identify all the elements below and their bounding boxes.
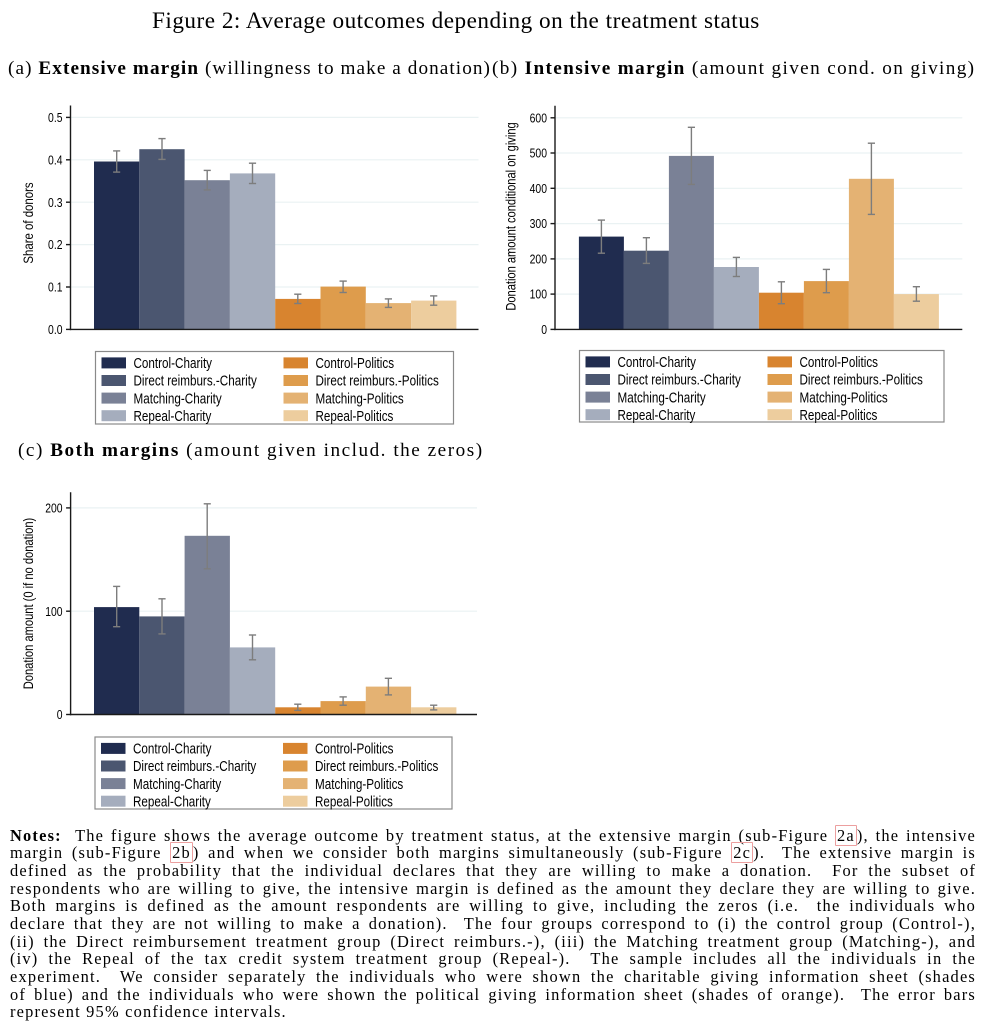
- svg-text:0: 0: [541, 323, 547, 337]
- svg-text:0.5: 0.5: [48, 111, 63, 125]
- svg-text:300: 300: [530, 217, 548, 231]
- svg-text:0.3: 0.3: [48, 196, 63, 210]
- svg-text:Repeal-Charity: Repeal-Charity: [133, 793, 211, 810]
- svg-text:Direct reimburs.-Politics: Direct reimburs.-Politics: [800, 371, 924, 388]
- svg-text:Matching-Politics: Matching-Politics: [800, 389, 889, 406]
- svg-text:0.0: 0.0: [48, 323, 63, 337]
- svg-text:100: 100: [45, 605, 63, 619]
- svg-text:Direct reimburs.-Charity: Direct reimburs.-Charity: [133, 758, 257, 775]
- svg-text:Repeal-Politics: Repeal-Politics: [316, 408, 394, 425]
- svg-text:Direct reimburs.-Charity: Direct reimburs.-Charity: [618, 371, 742, 388]
- svg-text:Matching-Politics: Matching-Politics: [316, 390, 405, 407]
- svg-text:0.4: 0.4: [48, 153, 63, 167]
- svg-text:Repeal-Politics: Repeal-Politics: [315, 793, 393, 810]
- svg-text:200: 200: [45, 501, 63, 515]
- svg-text:Matching-Charity: Matching-Charity: [134, 390, 223, 407]
- svg-text:200: 200: [530, 252, 548, 266]
- svg-text:Control-Politics: Control-Politics: [315, 740, 394, 757]
- svg-text:Control-Politics: Control-Politics: [800, 354, 879, 371]
- svg-text:Direct reimburs.-Charity: Direct reimburs.-Charity: [134, 372, 258, 389]
- svg-text:Donation amount conditional on: Donation amount conditional on giving: [503, 122, 518, 310]
- svg-text:Repeal-Charity: Repeal-Charity: [134, 408, 212, 425]
- svg-text:Repeal-Politics: Repeal-Politics: [800, 407, 878, 424]
- svg-text:Matching-Charity: Matching-Charity: [133, 776, 222, 793]
- svg-text:100: 100: [530, 288, 548, 302]
- svg-text:Share of donors: Share of donors: [21, 182, 36, 263]
- svg-text:Matching-Politics: Matching-Politics: [315, 776, 404, 793]
- svg-text:Control-Charity: Control-Charity: [133, 740, 212, 757]
- svg-text:0.2: 0.2: [48, 238, 62, 252]
- svg-text:600: 600: [530, 111, 548, 125]
- svg-text:Control-Charity: Control-Charity: [618, 354, 697, 371]
- svg-text:500: 500: [530, 147, 548, 161]
- svg-text:400: 400: [530, 182, 548, 196]
- svg-text:0: 0: [57, 708, 63, 722]
- svg-text:Donation amount (0 if no donat: Donation amount (0 if no donation): [21, 518, 36, 690]
- svg-text:Repeal-Charity: Repeal-Charity: [618, 407, 696, 424]
- svg-text:Control-Politics: Control-Politics: [316, 355, 395, 372]
- svg-text:Matching-Charity: Matching-Charity: [618, 389, 707, 406]
- svg-text:Direct reimburs.-Politics: Direct reimburs.-Politics: [316, 372, 440, 389]
- svg-text:0.1: 0.1: [48, 281, 62, 295]
- svg-text:Control-Charity: Control-Charity: [134, 355, 213, 372]
- svg-text:Direct reimburs.-Politics: Direct reimburs.-Politics: [315, 758, 439, 775]
